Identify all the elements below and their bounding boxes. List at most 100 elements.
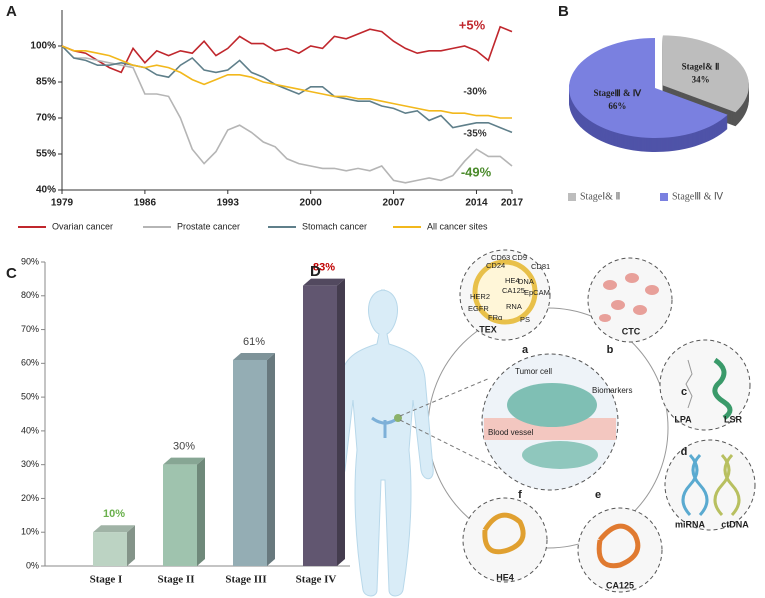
bar xyxy=(233,359,267,566)
node-circle xyxy=(664,439,756,531)
bar-top xyxy=(233,352,275,360)
bar-side xyxy=(337,278,345,566)
marker-label: CD9 xyxy=(512,253,527,262)
node-circle xyxy=(587,257,673,343)
tumor-label: Tumor cell xyxy=(515,367,552,376)
y-tick-label: 85% xyxy=(36,77,56,88)
panel-sub-label: f xyxy=(518,489,522,501)
marker-label: EpCAM xyxy=(524,288,550,297)
tumor-label: Blood vessel xyxy=(488,428,534,437)
y-tick-label: 40% xyxy=(36,185,56,196)
value-label: 34% xyxy=(692,74,710,84)
node-label: ctDNA xyxy=(721,519,749,529)
marker-label: PS xyxy=(520,315,530,324)
y-tick-label: 80% xyxy=(21,290,39,300)
value-label: 61% xyxy=(243,336,265,348)
annotation: -49% xyxy=(461,164,492,179)
value-label: 30% xyxy=(173,441,195,453)
marker-label: RNA xyxy=(506,302,522,311)
marker-label: EGFR xyxy=(468,304,489,313)
zoom-line xyxy=(399,377,491,417)
x-tick-label: Stage III xyxy=(225,574,266,586)
marker-label: FRα xyxy=(488,313,503,322)
exosome xyxy=(472,259,538,325)
y-tick-label: 60% xyxy=(21,358,39,368)
bar-side xyxy=(197,457,205,566)
y-tick-label: 10% xyxy=(21,527,39,537)
bar-top xyxy=(163,457,205,465)
node-circle xyxy=(577,507,663,593)
node-label: LPA xyxy=(674,414,692,424)
x-tick-label: Stage IV xyxy=(296,574,337,586)
tumor xyxy=(522,441,598,469)
annotation: -35% xyxy=(463,129,486,140)
marker-label: HER2 xyxy=(470,292,490,301)
panel-label: B xyxy=(558,3,569,20)
node-label: TEX xyxy=(479,324,497,334)
legend-label: Prostate cancer xyxy=(177,221,240,231)
bar-side xyxy=(267,352,275,566)
ctc-cells xyxy=(599,273,659,322)
marker-label: CD63 xyxy=(491,253,510,262)
x-tick-label: 1986 xyxy=(134,198,157,209)
line xyxy=(61,45,512,119)
line xyxy=(61,45,513,134)
legend-label: StageⅠ& Ⅱ xyxy=(580,191,620,202)
marker-label: CD81 xyxy=(531,262,550,271)
panel-label: C xyxy=(6,265,17,282)
bar xyxy=(93,532,127,566)
x-tick-label: 1979 xyxy=(51,198,74,209)
annotation: +5% xyxy=(459,17,486,32)
value-label: 83% xyxy=(313,262,335,274)
he4-protein xyxy=(482,512,526,555)
marker-label: CD24 xyxy=(486,261,505,270)
panel-sub-label: c xyxy=(681,386,687,398)
y-tick-label: 50% xyxy=(21,391,39,401)
ca125-protein xyxy=(596,523,641,569)
panel-label: A xyxy=(6,3,17,20)
x-tick-label: Stage II xyxy=(158,574,195,586)
marker-label: DNA xyxy=(518,277,534,286)
bar xyxy=(303,285,337,566)
node-label: CTC xyxy=(622,326,641,336)
x-tick-label: 1993 xyxy=(217,198,240,209)
lsr xyxy=(712,357,733,421)
lpa xyxy=(685,359,693,409)
y-tick-label: 70% xyxy=(36,113,56,124)
legend-swatch xyxy=(568,193,576,201)
node-label: miRNA xyxy=(675,519,706,529)
mirna xyxy=(681,453,709,517)
node-circle xyxy=(462,497,548,583)
value-label: 10% xyxy=(103,508,125,520)
bar-top xyxy=(303,278,345,286)
legend-label: StageⅢ & Ⅳ xyxy=(672,191,724,202)
x-tick-label: 2017 xyxy=(501,198,524,209)
panel-label: D xyxy=(310,263,321,280)
slice-label: StageⅠ& Ⅱ xyxy=(682,61,720,71)
panel-sub-label: b xyxy=(607,344,614,356)
zoom-line xyxy=(399,419,501,471)
diagram xyxy=(332,249,756,597)
x-tick-label: 2000 xyxy=(300,198,323,209)
y-tick-label: 90% xyxy=(21,256,39,266)
line xyxy=(61,45,513,184)
slice-label: StageⅢ & Ⅳ xyxy=(594,88,642,98)
legend-label: All cancer sites xyxy=(427,221,488,231)
line xyxy=(61,25,513,74)
y-tick-label: 40% xyxy=(21,425,39,435)
y-tick-label: 0% xyxy=(26,560,39,570)
value-label: 66% xyxy=(608,101,626,111)
bar-top xyxy=(93,525,135,533)
body xyxy=(332,289,434,597)
marker-label: CA125 xyxy=(502,286,525,295)
panel-sub-label: a xyxy=(522,344,529,356)
bar-side xyxy=(127,525,135,566)
tumor-label: Biomarkers xyxy=(592,386,632,395)
x-tick-label: Stage I xyxy=(90,574,123,586)
y-tick-label: 100% xyxy=(30,41,56,52)
legend-label: Stomach cancer xyxy=(302,221,367,231)
node-label: CA125 xyxy=(606,580,634,590)
legend-swatch xyxy=(660,193,668,201)
legend-label: Ovarian cancer xyxy=(52,221,113,231)
